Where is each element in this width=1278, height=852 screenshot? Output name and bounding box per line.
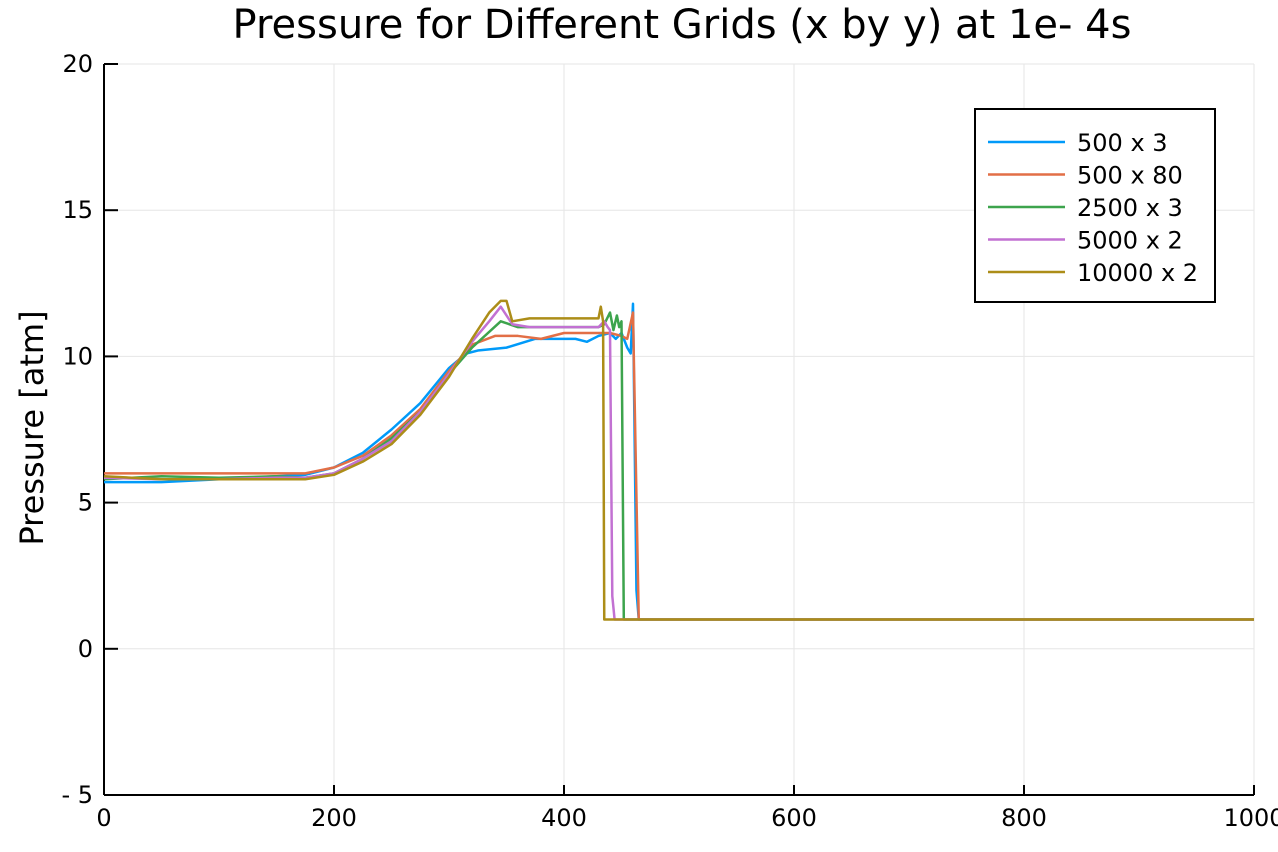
legend-label-1: 500 x 80	[1077, 162, 1183, 190]
x-tick-label-4: 800	[1001, 804, 1047, 832]
legend-label-3: 5000 x 2	[1077, 227, 1183, 255]
x-tick-label-3: 600	[771, 804, 817, 832]
x-tick-label-1: 200	[311, 804, 357, 832]
y-tick-label-4: 15	[62, 196, 93, 224]
legend-label-2: 2500 x 3	[1077, 194, 1183, 222]
y-tick-label-0: - 5	[61, 781, 93, 809]
legend-label-0: 500 x 3	[1077, 129, 1168, 157]
y-tick-label-1: 0	[78, 635, 93, 663]
y-tick-label-3: 10	[62, 342, 93, 370]
y-tick-label-5: 20	[62, 50, 93, 78]
series-lines	[103, 299, 1254, 621]
series-line-3	[103, 305, 1254, 621]
x-tick-label-5: 1000	[1223, 804, 1278, 832]
y-axis-label: Pressure [atm]	[13, 310, 51, 545]
axes	[103, 64, 1254, 796]
series-line-1	[104, 311, 1254, 621]
x-tick-label-2: 400	[541, 804, 587, 832]
legend: 500 x 3 500 x 80 2500 x 3 5000 x 2 10000 x 2	[974, 108, 1216, 303]
legend-label-4: 10000 x 2	[1077, 259, 1198, 287]
x-tick-label-0: 0	[96, 804, 111, 832]
series-line-4	[103, 299, 1254, 621]
y-tick-label-2: 5	[78, 489, 93, 517]
chart-title: Pressure for Different Grids (x by y) at…	[233, 2, 1132, 48]
